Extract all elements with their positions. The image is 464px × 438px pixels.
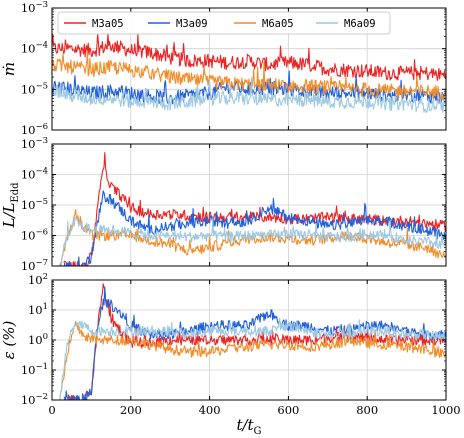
y-tick-label: 10−6 [21, 122, 48, 137]
panels: 10−6 10−5 10−4 10−3 ṁ 10−7 10−6 10−5 10−4 10−3 L/L… [0, 0, 461, 417]
series-line-m3a09 [63, 190, 446, 266]
legend-label-m3a09: M3a09 [176, 18, 208, 30]
y-axis-label-luminosity: L/LEdd [0, 182, 21, 229]
y-tick-label: 102 [28, 272, 48, 287]
y-axis-label-mdot: ṁ [0, 62, 18, 76]
series-line-m3a05 [52, 32, 446, 81]
y-tick-label: 10−6 [21, 228, 48, 243]
y-tick-label: 10−7 [21, 258, 48, 273]
y-tick-label: 10−3 [21, 136, 48, 151]
panel-mdot: 10−6 10−5 10−4 10−3 ṁ [0, 0, 447, 137]
y-tick-label: 100 [28, 332, 48, 347]
plot-frame [51, 7, 447, 131]
y-tick-label: 10−2 [21, 392, 48, 407]
legend-label-m3a05: M3a05 [92, 18, 124, 30]
series-line-m6a05 [59, 320, 446, 400]
y-tick-label: 10−5 [21, 197, 48, 212]
y-tick-label: 10−3 [21, 0, 48, 15]
x-tick-label: 0 [48, 403, 55, 417]
legend-label-m6a09: M6a09 [344, 18, 376, 30]
panel-luminosity: 10−7 10−6 10−5 10−4 10−3 L/LEdd [0, 136, 447, 273]
series-line-m6a09 [52, 77, 446, 114]
x-tick-label: 600 [277, 403, 299, 417]
x-tick-label: 800 [356, 403, 378, 417]
legend: M3a05 M3a09 M6a05 M6a09 [57, 11, 391, 35]
series-line-m6a09 [59, 317, 446, 400]
y-tick-label: 10−1 [21, 362, 48, 377]
series-line-m6a09 [59, 216, 446, 266]
x-tick-label: 400 [199, 403, 221, 417]
y-axis-label-efficiency: ε (%) [0, 320, 18, 359]
legend-label-m6a05: M6a05 [262, 18, 294, 30]
y-tick-label: 10−4 [21, 41, 48, 56]
panel-efficiency: 10−2 10−1 100 101 102 0 200 400 600 800 1000 ε (%) [0, 272, 461, 417]
legend-box [57, 11, 391, 35]
x-tick-label: 1000 [431, 403, 460, 417]
y-tick-label: 10−5 [21, 81, 48, 96]
x-axis-label: t/tG [236, 416, 261, 437]
series-line-m6a05 [52, 50, 446, 101]
y-tick-label: 10−4 [21, 167, 48, 182]
y-tick-label: 101 [28, 302, 48, 317]
series-line-m3a09 [63, 286, 446, 400]
x-tick-label: 200 [120, 403, 142, 417]
